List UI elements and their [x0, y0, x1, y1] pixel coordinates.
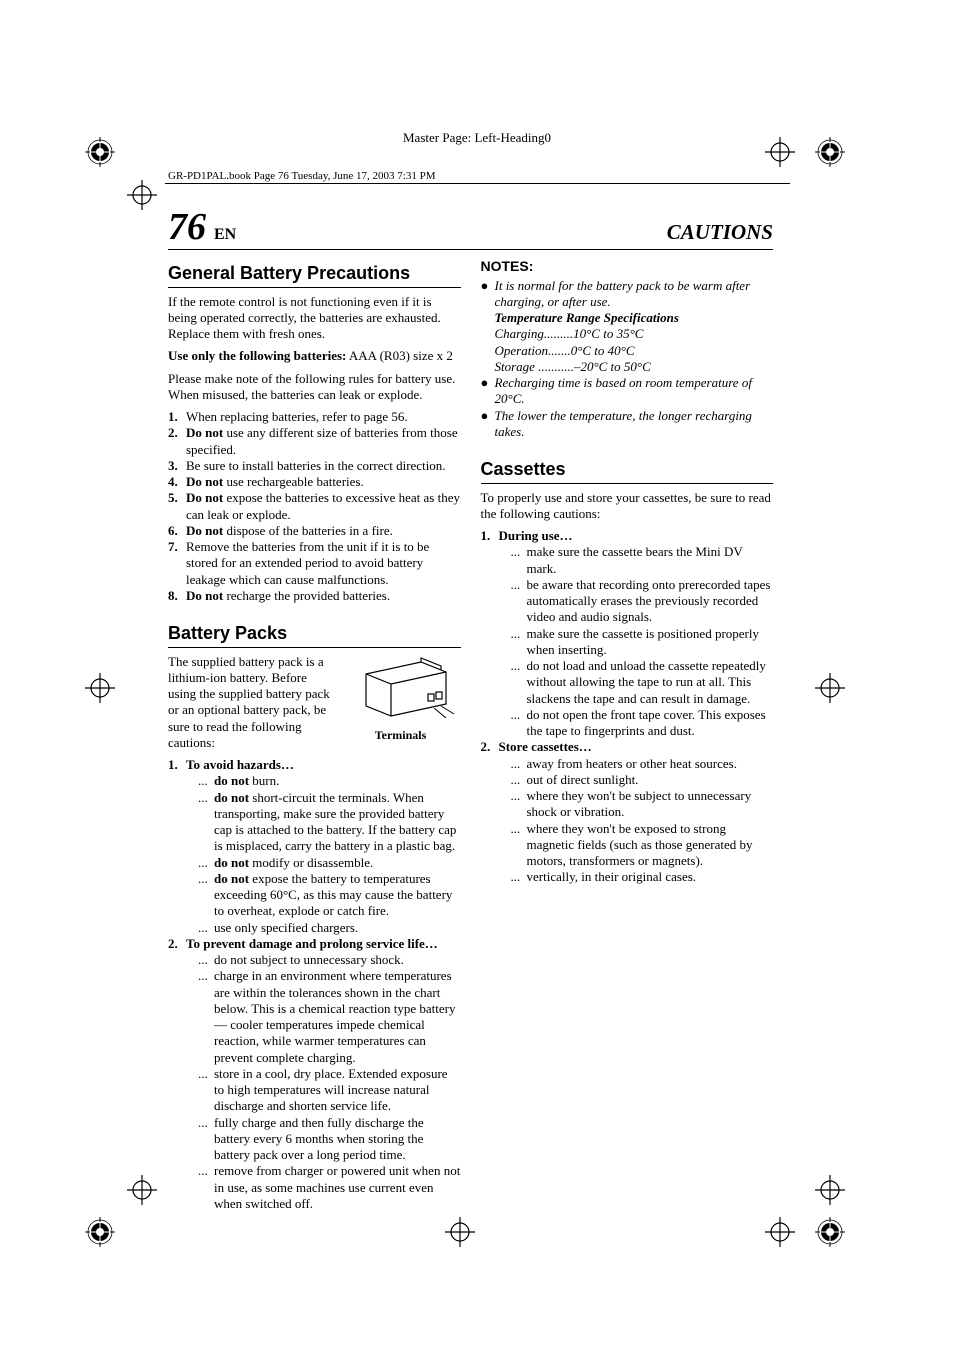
use-only-rest: AAA (R03) size x 2: [346, 348, 453, 363]
list-item: ...be aware that recording onto prerecor…: [511, 577, 774, 626]
note-item: It is normal for the battery pack to be …: [495, 278, 774, 311]
list-item: ...use only specified chargers.: [198, 920, 461, 936]
dots-list: ...do not subject to unnecessary shock..…: [168, 952, 461, 1212]
list-heading: To avoid hazards…: [186, 757, 461, 773]
section-title-battery-packs: Battery Packs: [168, 622, 461, 648]
registration-cross-icon: [127, 1175, 157, 1205]
right-column: NOTES: ●It is normal for the battery pac…: [481, 258, 774, 1212]
list-item: ...store in a cool, dry place. Extended …: [198, 1066, 461, 1115]
note-item: The lower the temperature, the longer re…: [495, 408, 774, 441]
list-item: ...where they won't be exposed to strong…: [511, 821, 774, 870]
list-item: ...do not expose the battery to temperat…: [198, 871, 461, 920]
para: If the remote control is not functioning…: [168, 294, 461, 343]
left-column: General Battery Precautions If the remot…: [168, 258, 461, 1212]
list-item: ...remove from charger or powered unit w…: [198, 1163, 461, 1212]
list-item: 1.When replacing batteries, refer to pag…: [168, 409, 461, 425]
section-title-battery-precautions: General Battery Precautions: [168, 262, 461, 288]
temp-line: Charging.........10°C to 35°C: [495, 326, 774, 342]
list-item: ...away from heaters or other heat sourc…: [511, 756, 774, 772]
numbered-list: 1.During use…: [481, 528, 774, 544]
numbered-list: 2.Store cassettes…: [481, 739, 774, 755]
dots-list: ...make sure the cassette bears the Mini…: [481, 544, 774, 739]
list-item: ...vertically, in their original cases.: [511, 869, 774, 885]
list-item: 5.Do not expose the batteries to excessi…: [168, 490, 461, 523]
registration-cross-icon: [765, 137, 795, 167]
list-heading: Store cassettes…: [499, 739, 774, 755]
use-only-bold: Use only the following batteries:: [168, 348, 346, 363]
header-rule: [165, 183, 790, 184]
registration-cross-icon: [815, 1175, 845, 1205]
registration-cross-icon: [85, 673, 115, 703]
list-item: ...make sure the cassette bears the Mini…: [511, 544, 774, 577]
list-item: ...do not modify or disassemble.: [198, 855, 461, 871]
list-item: 6.Do not dispose of the batteries in a f…: [168, 523, 461, 539]
page-number: 76: [168, 206, 206, 248]
bullet-list: ●It is normal for the battery pack to be…: [481, 278, 774, 311]
registration-cross-icon: [127, 180, 157, 210]
para: The supplied battery pack is a lithium-i…: [168, 654, 333, 752]
registration-cross-icon: [445, 1217, 475, 1247]
para: To properly use and store your cassettes…: [481, 490, 774, 523]
section-title-cassettes: Cassettes: [481, 458, 774, 484]
list-item: ...do not subject to unnecessary shock.: [198, 952, 461, 968]
cautions-title: CAUTIONS: [667, 220, 773, 245]
temp-spec-title: Temperature Range Specifications: [495, 310, 774, 326]
registration-target-icon: [85, 137, 115, 167]
registration-target-icon: [815, 1217, 845, 1247]
list-heading: To prevent damage and prolong service li…: [186, 936, 461, 952]
registration-cross-icon: [765, 1217, 795, 1247]
figure-caption: Terminals: [341, 728, 461, 743]
list-item: ...do not open the front tape cover. Thi…: [511, 707, 774, 740]
list-item: ...out of direct sunlight.: [511, 772, 774, 788]
dots-list: ...away from heaters or other heat sourc…: [481, 756, 774, 886]
list-item: ...charge in an environment where temper…: [198, 968, 461, 1066]
list-item: 7.Remove the batteries from the unit if …: [168, 539, 461, 588]
battery-figure: Terminals: [341, 654, 461, 758]
list-item: ...do not short-circuit the terminals. W…: [198, 790, 461, 855]
page-lang: EN: [214, 226, 236, 243]
para: Please make note of the following rules …: [168, 371, 461, 404]
registration-target-icon: [85, 1217, 115, 1247]
numbered-list: 1.When replacing batteries, refer to pag…: [168, 409, 461, 604]
page-number-block: 76 EN: [168, 205, 236, 249]
notes-title: NOTES:: [481, 258, 774, 276]
page-content: 76 EN CAUTIONS General Battery Precautio…: [168, 205, 773, 1212]
list-item: ...do not burn.: [198, 773, 461, 789]
list-item: ...make sure the cassette is positioned …: [511, 626, 774, 659]
bullet-list: ●Recharging time is based on room temper…: [481, 375, 774, 440]
list-item: 2.Do not use any different size of batte…: [168, 425, 461, 458]
list-item: 8.Do not recharge the provided batteries…: [168, 588, 461, 604]
note-item: Recharging time is based on room tempera…: [495, 375, 774, 408]
list-item: 3.Be sure to install batteries in the co…: [168, 458, 461, 474]
temp-line: Operation.......0°C to 40°C: [495, 343, 774, 359]
battery-icon: [346, 654, 456, 722]
dots-list: ...do not burn....do not short-circuit t…: [168, 773, 461, 936]
registration-target-icon: [815, 137, 845, 167]
list-heading: During use…: [499, 528, 774, 544]
numbered-list: 2.To prevent damage and prolong service …: [168, 936, 461, 952]
master-page-label: Master Page: Left-Heading0: [403, 130, 551, 146]
temp-line: Storage ...........–20°C to 50°C: [495, 359, 774, 375]
list-item: ...do not load and unload the cassette r…: [511, 658, 774, 707]
numbered-list: 1.To avoid hazards…: [168, 757, 461, 773]
book-header: GR-PD1PAL.book Page 76 Tuesday, June 17,…: [168, 170, 436, 182]
list-item: ...fully charge and then fully discharge…: [198, 1115, 461, 1164]
list-item: ...where they won't be subject to unnece…: [511, 788, 774, 821]
para: Use only the following batteries: AAA (R…: [168, 348, 461, 364]
list-item: 4.Do not use rechargeable batteries.: [168, 474, 461, 490]
page-header: 76 EN CAUTIONS: [168, 205, 773, 250]
registration-cross-icon: [815, 673, 845, 703]
